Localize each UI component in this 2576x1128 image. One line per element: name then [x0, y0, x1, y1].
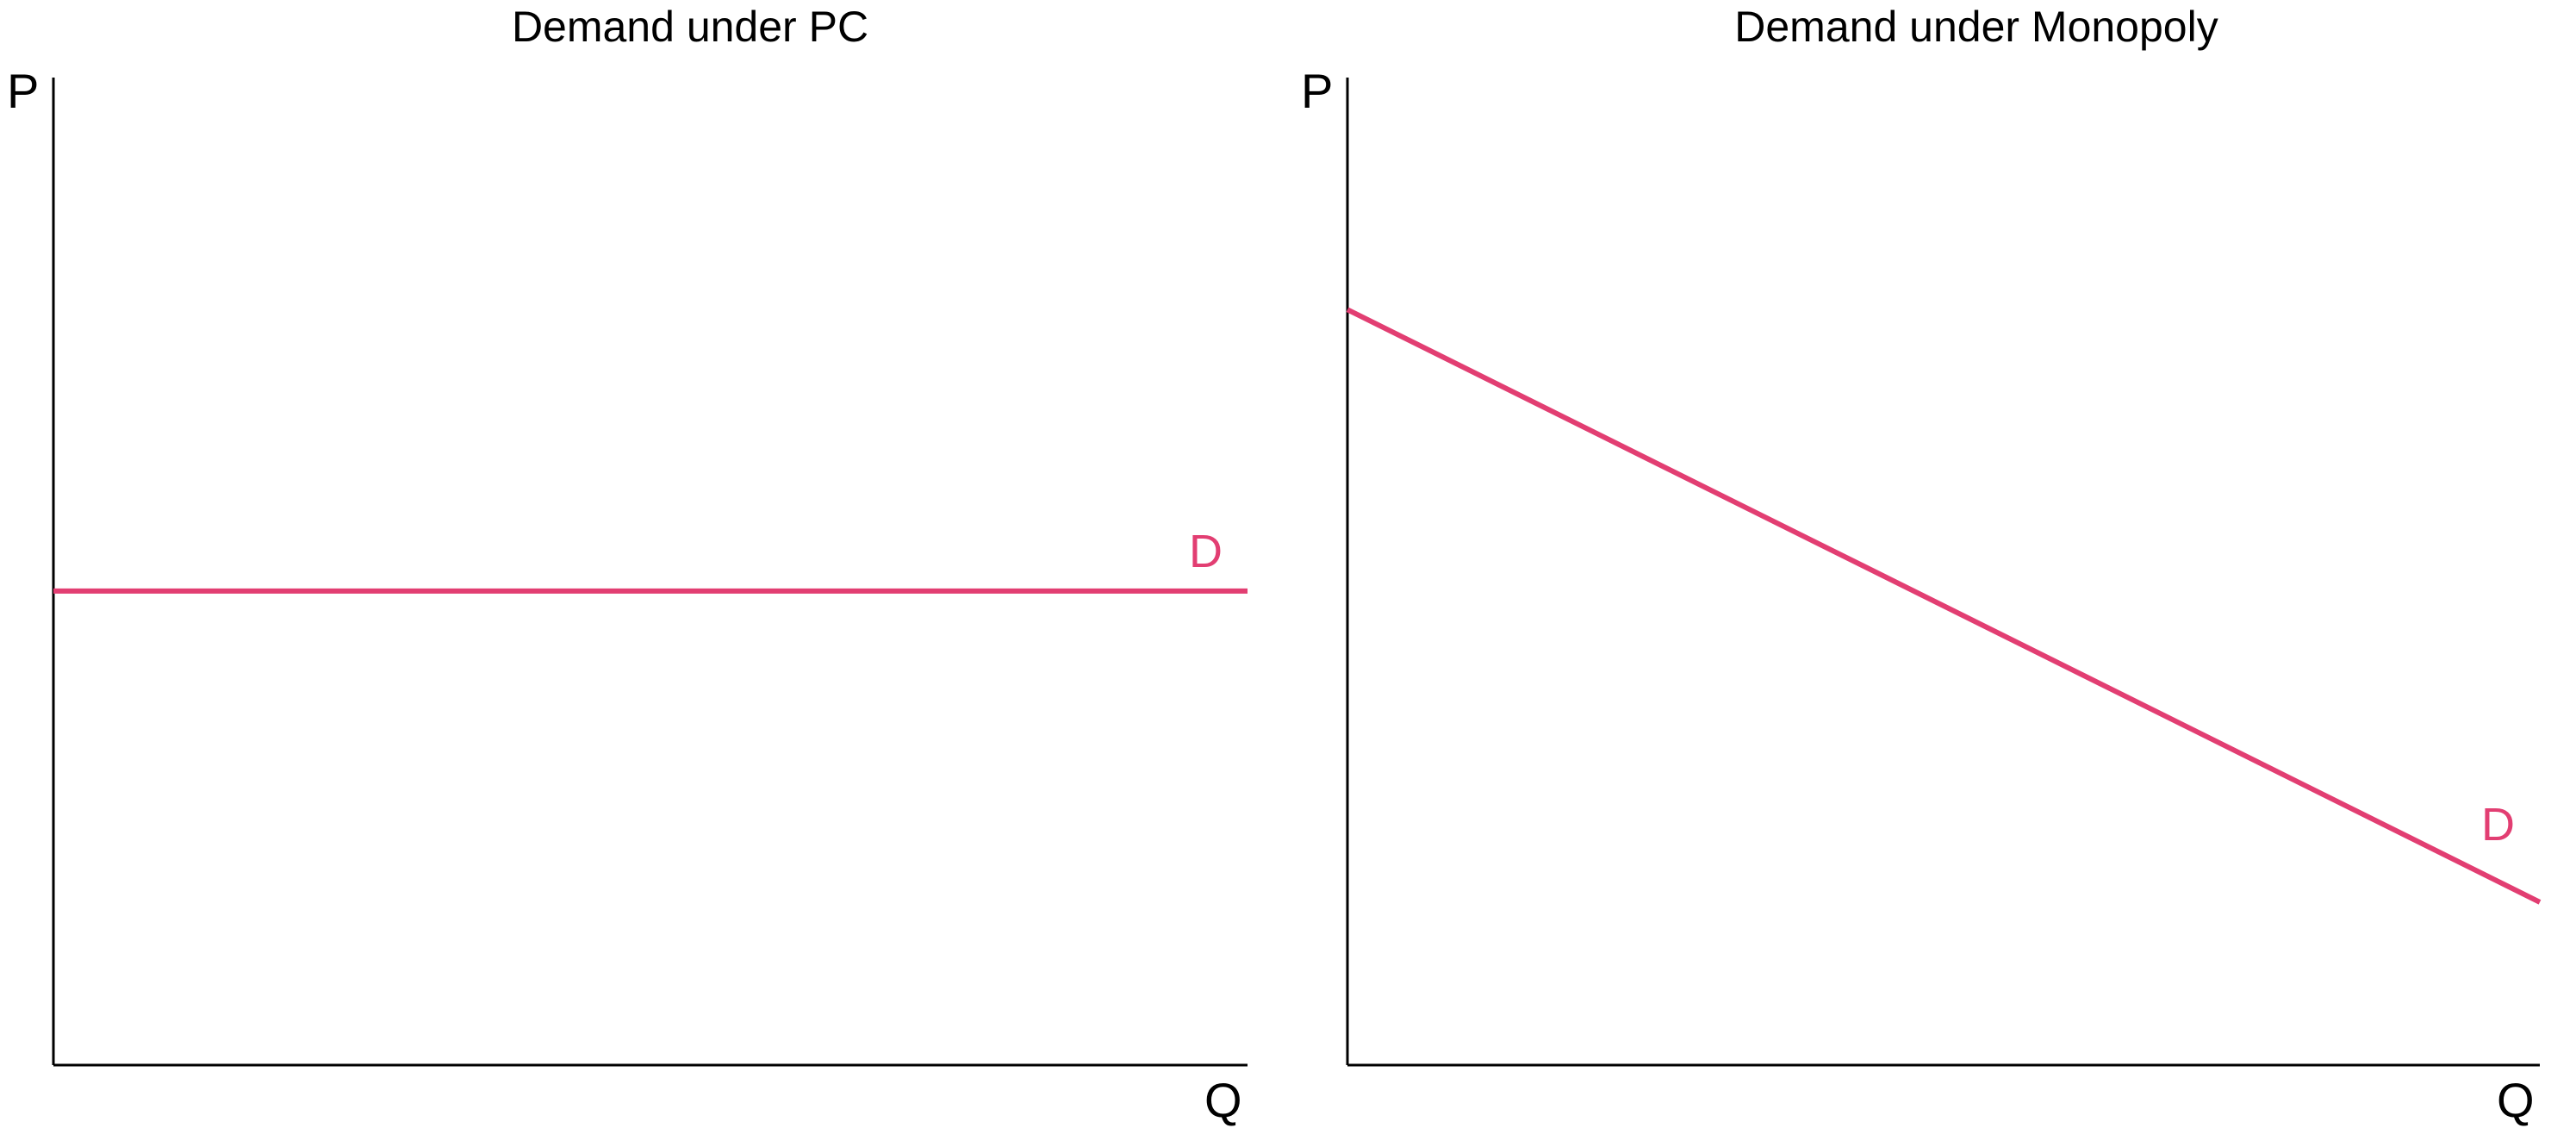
x-axis-label: Q — [1204, 1073, 1242, 1127]
chart-title: Demand under Monopoly — [1734, 3, 2218, 51]
y-axis-label: P — [1301, 64, 1333, 118]
demand-curve-label: D — [2481, 799, 2515, 851]
chart-title: Demand under PC — [512, 3, 868, 51]
x-axis-label: Q — [2497, 1073, 2535, 1127]
demand-curve-label: D — [1189, 526, 1223, 577]
series-layer: D — [53, 526, 1248, 594]
y-axis-label: P — [7, 64, 39, 118]
demand-curve-line — [1346, 307, 2542, 905]
series-layer: D — [1346, 307, 2542, 905]
monopoly-demand-chart: Demand under Monopoly P Q D — [1301, 3, 2542, 1127]
pc-demand-chart: Demand under PC P Q D — [7, 3, 1248, 1127]
